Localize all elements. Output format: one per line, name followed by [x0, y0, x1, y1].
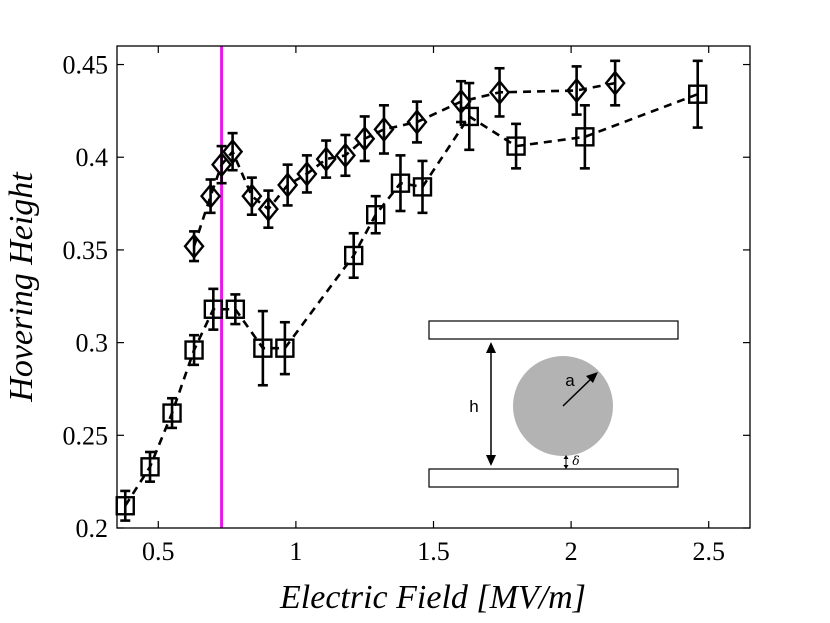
- data-point-square: [688, 84, 708, 104]
- data-point-diamond: [257, 196, 279, 223]
- inset-top-plate: [428, 320, 679, 340]
- data-point-square: [390, 173, 411, 193]
- x-axis-title: Electric Field [MV/m]: [279, 579, 586, 616]
- data-point-square: [412, 177, 433, 197]
- data-point-diamond: [241, 183, 263, 210]
- series-line-diamonds: [192, 81, 616, 247]
- y-tick-label: 0.4: [76, 143, 109, 172]
- inset-radius-arrowhead: [586, 372, 598, 383]
- y-tick-label: 0.45: [63, 51, 109, 80]
- inset-height-label: h: [469, 397, 478, 416]
- data-point-diamond: [354, 125, 376, 152]
- y-tick-label: 0.2: [76, 514, 109, 543]
- data-point-square: [366, 204, 386, 225]
- data-point-diamond: [406, 109, 428, 135]
- x-tick-label: 0.5: [142, 537, 175, 566]
- data-point-diamond: [373, 116, 395, 143]
- series-diamonds: [183, 59, 626, 263]
- data-point-square: [225, 299, 246, 319]
- series-layer: [115, 59, 708, 522]
- inset-radius-arrow: [562, 376, 594, 407]
- y-axis-title: Hovering Height: [3, 171, 40, 403]
- inset-height-arrowhead-bottom: [486, 455, 496, 466]
- data-point-diamond: [222, 138, 244, 165]
- x-tick-label: 2: [565, 537, 578, 566]
- data-point-square: [575, 127, 595, 147]
- data-point-diamond: [211, 151, 233, 178]
- y-tick-label: 0.35: [63, 236, 109, 265]
- data-point-square: [275, 338, 295, 358]
- data-point-diamond: [277, 172, 299, 198]
- y-tick-label: 0.25: [63, 421, 109, 450]
- data-point-diamond: [566, 77, 588, 104]
- data-point-diamond: [604, 70, 626, 96]
- inset-height-arrowhead-top: [486, 342, 496, 353]
- data-point-diamond: [450, 88, 472, 115]
- data-point-square: [343, 245, 364, 266]
- data-point-diamond: [489, 79, 511, 106]
- inset-schematic: h a δ: [428, 320, 679, 488]
- x-tick-label: 1.5: [417, 537, 450, 566]
- data-point-diamond: [296, 161, 318, 187]
- data-point-diamond: [200, 183, 222, 210]
- inset-gap-arrowhead-bottom: [563, 465, 569, 469]
- data-point-square: [140, 457, 160, 477]
- data-point-diamond: [315, 146, 337, 172]
- data-point-square: [253, 338, 273, 358]
- data-point-square: [184, 340, 204, 360]
- inset-gap-label: δ: [572, 454, 579, 468]
- inset-bottom-plate: [428, 468, 679, 488]
- data-point-diamond: [183, 233, 205, 260]
- y-tick-label: 0.3: [76, 329, 109, 358]
- inset-gap-arrowhead-top: [563, 455, 569, 459]
- data-point-square: [203, 299, 224, 319]
- x-tick-label: 1: [289, 537, 302, 566]
- series-line-squares: [124, 92, 699, 507]
- series-squares: [115, 59, 708, 522]
- inset-radius-label: a: [565, 371, 575, 390]
- data-point-diamond: [334, 142, 356, 169]
- ticks-layer: 0.5 1 1.5 2 2.5 0.2 0.25 0.3 0.35 0.4 0.45: [63, 46, 750, 566]
- data-point-square: [162, 403, 182, 423]
- x-tick-label: 2.5: [692, 537, 725, 566]
- data-point-square: [506, 136, 526, 156]
